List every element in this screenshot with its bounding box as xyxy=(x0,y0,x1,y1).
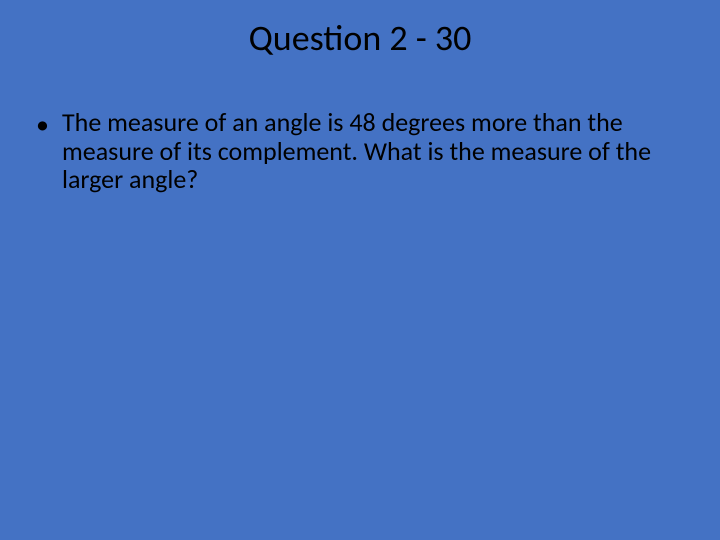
bullet-marker: • xyxy=(36,108,62,139)
slide-body: • The measure of an angle is 48 degrees … xyxy=(36,108,684,194)
slide-title: Question 2 - 30 xyxy=(0,16,720,60)
bullet-text: The measure of an angle is 48 degrees mo… xyxy=(62,108,684,194)
slide: Question 2 - 30 • The measure of an angl… xyxy=(0,0,720,540)
bullet-item: • The measure of an angle is 48 degrees … xyxy=(36,108,684,194)
